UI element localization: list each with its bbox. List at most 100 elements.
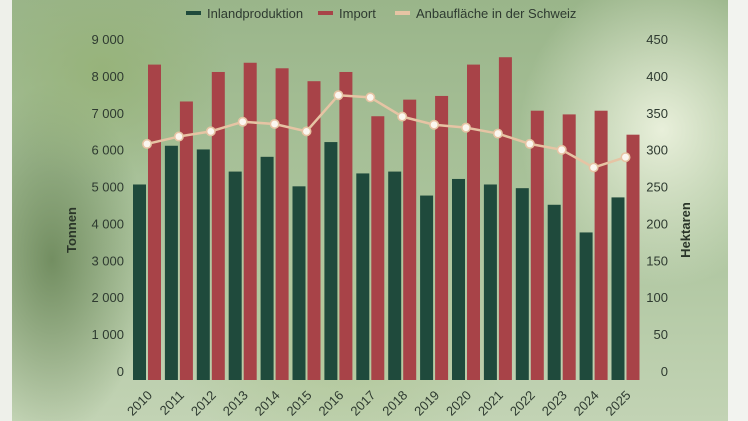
point-anbauflaeche-2023 — [556, 144, 567, 155]
bar-import-2024 — [594, 110, 608, 380]
y-tick-label: 4 000 — [91, 216, 124, 231]
bar-import-2020 — [467, 64, 480, 380]
bar-inlandproduktion-2013 — [228, 171, 242, 380]
legend-swatch-1 — [318, 11, 333, 15]
y-tick-label: 7 000 — [91, 106, 124, 121]
point-anbauflaeche-2018 — [397, 111, 408, 122]
legend-label-1: Import — [339, 6, 376, 21]
bar-import-2016 — [339, 71, 353, 380]
point-anbauflaeche-2015 — [301, 126, 312, 137]
y2-tick-label: 450 — [646, 32, 668, 47]
legend: Inlandproduktion Import Anbaufläche in der… — [186, 6, 576, 21]
legend-label-0: Inlandproduktion — [207, 6, 303, 21]
x-tick-label: 2018 — [379, 388, 410, 419]
x-tick-label: 2021 — [475, 388, 506, 419]
x-axis: 2010 2011 2012 2013 2014 2015 2016 2017 2018 2019… — [124, 388, 634, 419]
x-tick-label: 2012 — [188, 388, 219, 419]
y2-tick-label: 300 — [646, 143, 668, 158]
line-group — [142, 90, 631, 173]
y2-tick-label: 150 — [646, 253, 668, 268]
bar-import-2025 — [626, 134, 640, 380]
bar-import-2013 — [243, 62, 257, 380]
bar-inlandproduktion-2011 — [164, 145, 178, 380]
bar-inlandproduktion-2023 — [547, 204, 561, 380]
bar-import-2015 — [307, 81, 321, 380]
point-anbauflaeche-2024 — [588, 162, 599, 173]
bar-inlandproduktion-2024 — [579, 232, 593, 380]
y-tick-label: 1 000 — [91, 327, 124, 342]
left-margin — [0, 0, 12, 421]
x-tick-label: 2017 — [347, 388, 378, 419]
y-tick-label: 8 000 — [91, 69, 124, 84]
bar-import-2014 — [275, 68, 289, 381]
bar-inlandproduktion-2010 — [133, 184, 146, 380]
legend-swatch-2 — [395, 11, 410, 15]
right-axis: 0 50 100 150 200 250 300 350 400 450 — [646, 32, 668, 379]
x-tick-label: 2022 — [507, 388, 538, 419]
point-anbauflaeche-2012 — [205, 126, 216, 137]
bars-group — [133, 57, 640, 381]
bar-import-2012 — [211, 71, 225, 380]
y2-tick-label: 200 — [646, 216, 668, 231]
bar-inlandproduktion-2022 — [515, 188, 529, 380]
bar-inlandproduktion-2015 — [292, 186, 306, 380]
bar-import-2022 — [530, 110, 544, 380]
right-margin — [728, 0, 748, 421]
x-tick-label: 2025 — [603, 388, 634, 419]
bar-inlandproduktion-2016 — [324, 142, 338, 380]
blurred-photo-background — [12, 0, 728, 421]
point-anbauflaeche-2022 — [524, 138, 535, 149]
left-axis: 0 1 000 2 000 3 000 4 000 5 000 6 000 7 000 8 00… — [91, 32, 124, 379]
y2-tick-label: 0 — [661, 364, 668, 379]
bar-import-2019 — [435, 95, 449, 380]
bar-import-2011 — [179, 101, 193, 380]
point-anbauflaeche-2021 — [492, 128, 503, 139]
y-tick-label: 5 000 — [91, 180, 124, 195]
line-anbauflaeche — [146, 93, 626, 169]
x-tick-label: 2010 — [124, 388, 155, 419]
y-axis-label: Tonnen — [64, 207, 79, 253]
x-tick-label: 2011 — [157, 388, 187, 418]
x-tick-label: 2013 — [220, 388, 251, 419]
y-tick-label: 2 000 — [91, 290, 124, 305]
point-anbauflaeche-2017 — [365, 92, 376, 103]
point-anbauflaeche-2010 — [142, 138, 153, 149]
bar-import-2010 — [148, 64, 161, 380]
y-tick-label: 0 — [117, 364, 124, 379]
bar-import-2017 — [371, 116, 385, 380]
bar-import-2023 — [562, 114, 576, 381]
bar-inlandproduktion-2014 — [260, 156, 274, 380]
bar-inlandproduktion-2017 — [356, 173, 370, 380]
y-tick-label: 3 000 — [91, 253, 124, 268]
y2-tick-label: 400 — [646, 69, 668, 84]
bar-inlandproduktion-2021 — [483, 184, 497, 380]
point-anbauflaeche-2016 — [333, 90, 344, 101]
point-anbauflaeche-2013 — [237, 116, 248, 127]
y2-tick-label: 350 — [646, 106, 668, 121]
y-tick-label: 6 000 — [91, 143, 124, 158]
x-tick-label: 2016 — [315, 388, 346, 419]
y2-tick-label: 100 — [646, 290, 668, 305]
x-tick-label: 2024 — [571, 388, 602, 419]
bar-inlandproduktion-2025 — [611, 197, 625, 380]
y-tick-label: 9 000 — [91, 32, 124, 47]
point-anbauflaeche-2020 — [460, 122, 471, 133]
x-tick-label: 2019 — [411, 388, 442, 419]
x-tick-label: 2023 — [539, 388, 570, 419]
point-anbauflaeche-2025 — [620, 152, 631, 163]
bar-import-2021 — [498, 57, 512, 380]
point-anbauflaeche-2019 — [429, 119, 440, 130]
bar-inlandproduktion-2019 — [420, 195, 434, 380]
x-tick-label: 2015 — [284, 388, 315, 419]
point-anbauflaeche-2011 — [173, 131, 184, 142]
bar-inlandproduktion-2018 — [388, 171, 402, 380]
bar-inlandproduktion-2012 — [196, 149, 210, 380]
y2-axis-label: Hektaren — [678, 202, 693, 258]
point-anbauflaeche-2014 — [269, 118, 280, 129]
x-tick-label: 2020 — [443, 388, 474, 419]
legend-label-2: Anbaufläche in der Schweiz — [416, 6, 576, 21]
y2-tick-label: 250 — [646, 180, 668, 195]
bar-import-2018 — [403, 99, 417, 381]
